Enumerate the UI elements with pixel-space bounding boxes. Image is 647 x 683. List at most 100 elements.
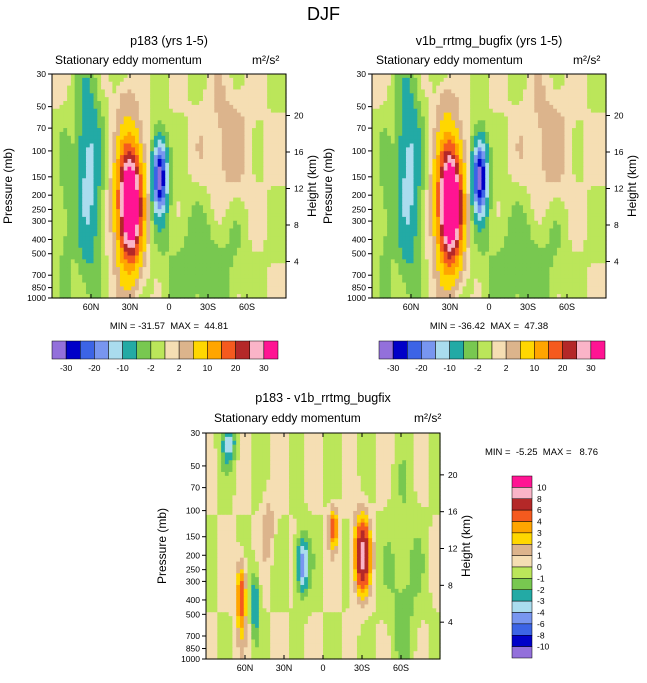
panel-2-cell bbox=[473, 93, 479, 98]
panel-1-cell bbox=[165, 178, 170, 183]
panel-1-cell bbox=[229, 89, 234, 94]
panel-2-cell bbox=[421, 89, 426, 94]
panel-1-cell bbox=[180, 124, 185, 129]
panel-1-cell bbox=[78, 270, 83, 276]
panel-2-cell bbox=[572, 108, 577, 114]
panel-2-cell bbox=[394, 116, 400, 121]
panel-2-cell bbox=[602, 143, 607, 148]
panel-2-cell bbox=[549, 124, 554, 129]
panel-1-cell bbox=[108, 228, 113, 233]
panel-1-cell bbox=[142, 85, 147, 91]
panel-2-cell bbox=[598, 151, 603, 156]
panel-1-cell bbox=[157, 182, 163, 187]
panel-1-cell bbox=[218, 213, 223, 218]
panel-1-cell bbox=[218, 193, 223, 199]
panel-1-cell bbox=[218, 81, 223, 87]
panel-1-cell bbox=[123, 139, 129, 145]
panel-1-cell bbox=[119, 236, 125, 241]
panel-2-cell bbox=[405, 97, 411, 102]
panel-1-cell bbox=[214, 205, 219, 210]
panel-2-cell bbox=[519, 120, 524, 125]
panel-1-cell bbox=[131, 197, 136, 203]
panel-2-cell bbox=[387, 135, 392, 141]
panel-1-cell bbox=[252, 267, 257, 272]
panel-1-cell bbox=[244, 247, 249, 253]
panel-2-cell bbox=[583, 101, 588, 106]
panel-1-cell bbox=[206, 139, 212, 145]
panel-1-cell bbox=[214, 143, 219, 148]
panel-1-cell bbox=[119, 274, 125, 280]
panel-1-cell bbox=[70, 290, 76, 295]
panel-1-cell bbox=[218, 166, 223, 172]
panel-1-cell bbox=[184, 85, 189, 91]
panel-2-cell bbox=[500, 108, 505, 114]
panel-1-cell bbox=[278, 263, 283, 268]
panel-2-cell bbox=[553, 101, 558, 106]
panel-1-cell bbox=[135, 81, 140, 87]
panel-2-cell bbox=[481, 120, 486, 125]
height-tick-label: 4 bbox=[294, 256, 299, 266]
panel-1-cell bbox=[214, 135, 219, 141]
panel-2-cell bbox=[602, 124, 607, 129]
panel-1-cell bbox=[267, 286, 272, 291]
panel-2-cell bbox=[522, 143, 528, 148]
panel-1-cell bbox=[153, 112, 159, 118]
panel-1-cell bbox=[63, 189, 68, 195]
panel-2-cell bbox=[417, 120, 422, 125]
panel-1-cell bbox=[218, 116, 223, 121]
panel-1-cell bbox=[116, 193, 121, 199]
panel-1-cell bbox=[278, 247, 283, 253]
panel-1-cell bbox=[89, 104, 95, 110]
panel-1-cell bbox=[282, 128, 287, 133]
panel-1-cell bbox=[142, 81, 147, 87]
panel-2-cell bbox=[511, 128, 517, 133]
panel-1-cell bbox=[116, 112, 121, 118]
panel-1-cell bbox=[52, 193, 57, 199]
panel-1-cell bbox=[236, 89, 242, 94]
panel-2-cell bbox=[443, 124, 449, 129]
panel-1-cell bbox=[176, 220, 181, 226]
panel-2-cell bbox=[402, 77, 407, 83]
panel-1-cell bbox=[142, 108, 147, 114]
panel-1-cell bbox=[101, 89, 106, 94]
panel-1-cell bbox=[187, 232, 193, 237]
panel-1-cell bbox=[142, 209, 147, 214]
panel-2-cell bbox=[549, 151, 554, 156]
panel-1-cell bbox=[172, 205, 178, 210]
panel-1-cell bbox=[206, 74, 212, 79]
panel-2-cell bbox=[462, 131, 467, 137]
panel-1-cell bbox=[138, 135, 144, 141]
panel-1-cell bbox=[157, 232, 163, 237]
panel-2-cell bbox=[398, 124, 403, 129]
panel-1-cell bbox=[202, 228, 208, 233]
panel-1-cell bbox=[214, 89, 219, 94]
panel-1-cell bbox=[255, 290, 261, 295]
panel-1-cell bbox=[89, 97, 95, 102]
panel-1-cell bbox=[78, 162, 83, 168]
panel-2-cell bbox=[394, 74, 400, 79]
panel-2-cell bbox=[594, 139, 600, 145]
panel-2-cell bbox=[398, 108, 403, 114]
panel-2-cell bbox=[383, 151, 388, 156]
panel-1-cell bbox=[278, 201, 283, 206]
panel-2-cell bbox=[409, 120, 415, 125]
y-tick-label: 150 bbox=[32, 172, 46, 182]
panel-1-cell bbox=[161, 232, 166, 237]
panel-1-cell bbox=[93, 213, 98, 218]
panel-1-cell bbox=[263, 274, 268, 280]
panel-1-cell bbox=[165, 228, 170, 233]
panel-1-cell bbox=[150, 112, 155, 118]
panel-1-cell bbox=[135, 278, 140, 284]
panel-1-cell bbox=[233, 209, 238, 214]
panel-2-cell bbox=[421, 124, 426, 129]
panel-1-cell bbox=[267, 201, 272, 206]
panel-2-cell bbox=[530, 139, 535, 145]
panel-1-cell bbox=[206, 155, 212, 160]
panel-1-cell bbox=[172, 162, 178, 168]
panel-1-cell bbox=[199, 267, 204, 272]
panel-1-cell bbox=[221, 220, 227, 226]
panel-2-cell bbox=[421, 139, 426, 145]
panel-1-cell bbox=[195, 170, 200, 176]
panel-1-cell bbox=[85, 189, 91, 195]
panel-2-cell bbox=[451, 155, 456, 160]
